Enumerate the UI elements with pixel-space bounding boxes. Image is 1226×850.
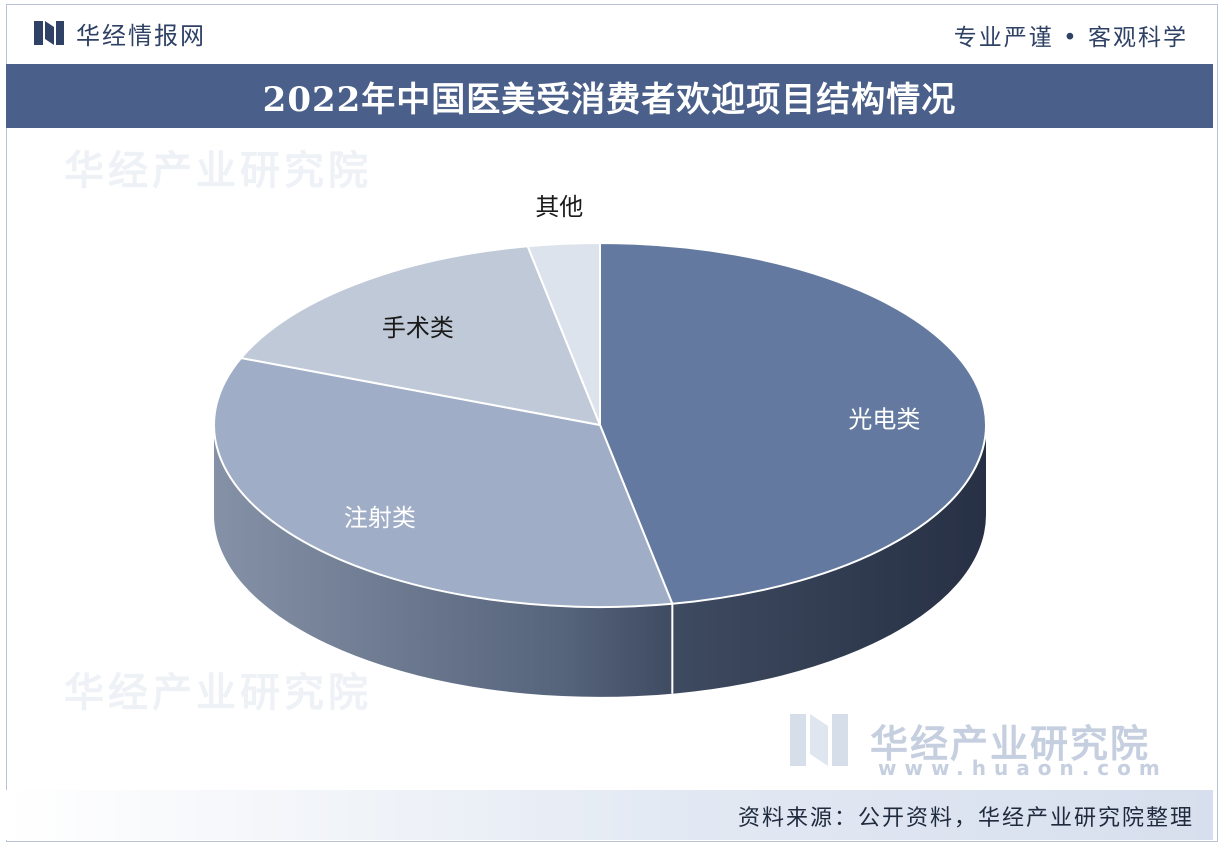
pie-slice xyxy=(599,242,987,605)
pie-slice-label: 其他 xyxy=(535,193,583,221)
top-bar: 华经情报网 专业严谨 • 客观科学 xyxy=(0,0,1226,62)
pie-slice xyxy=(213,357,674,608)
brand-logo-icon xyxy=(34,21,64,45)
watermark-logo-name: 华经产业研究院 xyxy=(870,721,1151,766)
brand: 华经情报网 xyxy=(32,16,206,50)
footer-band xyxy=(6,790,1213,840)
brand-name: 华经情报网 xyxy=(76,21,206,50)
watermark-url: www.huaon.com xyxy=(878,756,1168,780)
watermark-text: 华经产业研究院 xyxy=(64,670,372,716)
watermark-logo: 华经产业研究院 xyxy=(786,708,1226,772)
pie-side-wall xyxy=(214,425,986,697)
pie-slice xyxy=(240,245,601,426)
pie-slice-label: 手术类 xyxy=(382,314,454,342)
chart-title: 2022年中国医美受消费者欢迎项目结构情况 xyxy=(262,79,957,120)
title-band: 2022年中国医美受消费者欢迎项目结构情况 xyxy=(6,64,1213,128)
watermark-logo-icon xyxy=(790,714,848,766)
watermark-text: 华经产业研究院 xyxy=(64,148,372,194)
slogan: 专业严谨 • 客观科学 xyxy=(953,25,1188,51)
pie-slice-label: 光电类 xyxy=(848,405,920,433)
source-note: 资料来源：公开资料，华经产业研究院整理 xyxy=(737,806,1194,831)
pie-side xyxy=(214,425,986,697)
pie-top xyxy=(213,242,987,608)
pie-slice xyxy=(526,242,601,426)
pie-slice-label: 注射类 xyxy=(344,504,416,532)
